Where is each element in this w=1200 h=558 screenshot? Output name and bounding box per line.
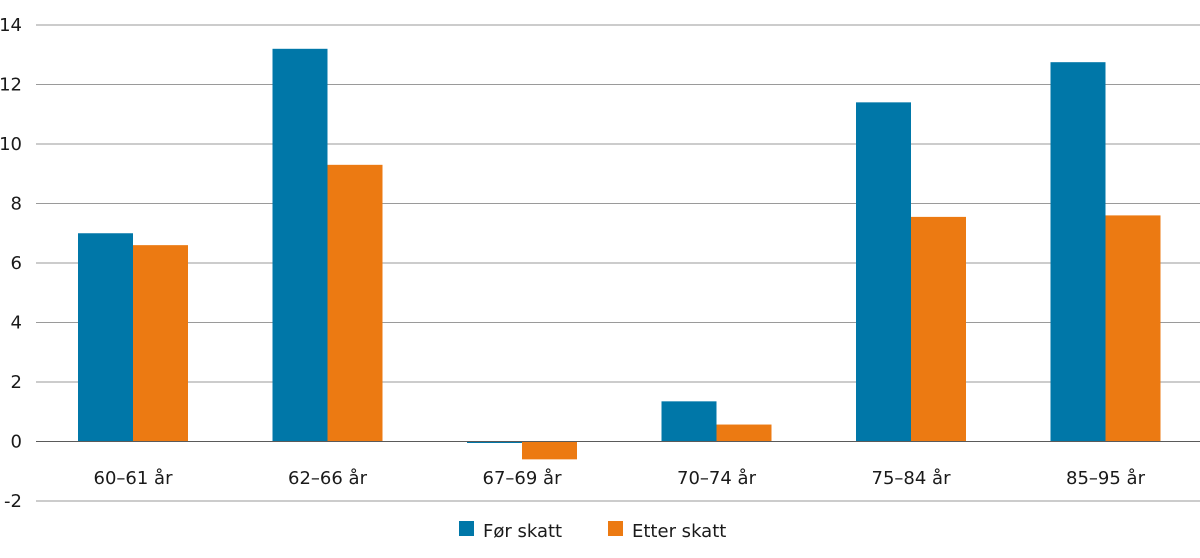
category-label: 70–74 år bbox=[677, 468, 757, 489]
bar-etter-skatt bbox=[133, 245, 188, 442]
bars bbox=[78, 48, 1161, 460]
legend: Før skatt Etter skatt bbox=[459, 521, 726, 542]
y-axis-ticks: -2 0 2 4 6 8 10 12 14 bbox=[0, 15, 22, 512]
category-label: 60–61 år bbox=[94, 468, 174, 489]
category-label: 62–66 år bbox=[288, 468, 368, 489]
y-tick-label: 2 bbox=[11, 372, 22, 393]
category-label: 67–69 år bbox=[483, 468, 563, 489]
bar-for-skatt bbox=[272, 48, 328, 442]
bar-for-skatt bbox=[1050, 62, 1106, 442]
bar-etter-skatt bbox=[327, 164, 383, 442]
bar-etter-skatt bbox=[1105, 215, 1161, 442]
y-tick-label: -2 bbox=[4, 491, 22, 512]
bar-for-skatt bbox=[467, 441, 522, 443]
category-label: 85–95 år bbox=[1066, 468, 1146, 489]
bar-for-skatt bbox=[78, 233, 133, 442]
y-tick-label: 10 bbox=[0, 134, 22, 155]
y-tick-label: 14 bbox=[0, 15, 22, 36]
category-labels: 60–61 år 62–66 år 67–69 år 70–74 år 75–84 år… bbox=[94, 468, 1146, 489]
legend-swatch bbox=[608, 521, 623, 536]
bar-etter-skatt bbox=[522, 441, 577, 460]
bar-etter-skatt bbox=[911, 216, 966, 442]
bar-for-skatt bbox=[856, 102, 911, 442]
y-tick-label: 4 bbox=[11, 313, 22, 334]
gridlines bbox=[36, 24, 1200, 502]
legend-label: Etter skatt bbox=[632, 521, 726, 542]
legend-swatch bbox=[459, 521, 474, 536]
bar-for-skatt bbox=[661, 401, 717, 442]
y-tick-label: 6 bbox=[11, 253, 22, 274]
category-label: 75–84 år bbox=[872, 468, 952, 489]
y-tick-label: 12 bbox=[0, 75, 22, 96]
y-tick-label: 0 bbox=[11, 432, 22, 453]
bar-etter-skatt bbox=[716, 424, 772, 442]
legend-label: Før skatt bbox=[483, 521, 562, 542]
y-tick-label: 8 bbox=[11, 194, 22, 215]
